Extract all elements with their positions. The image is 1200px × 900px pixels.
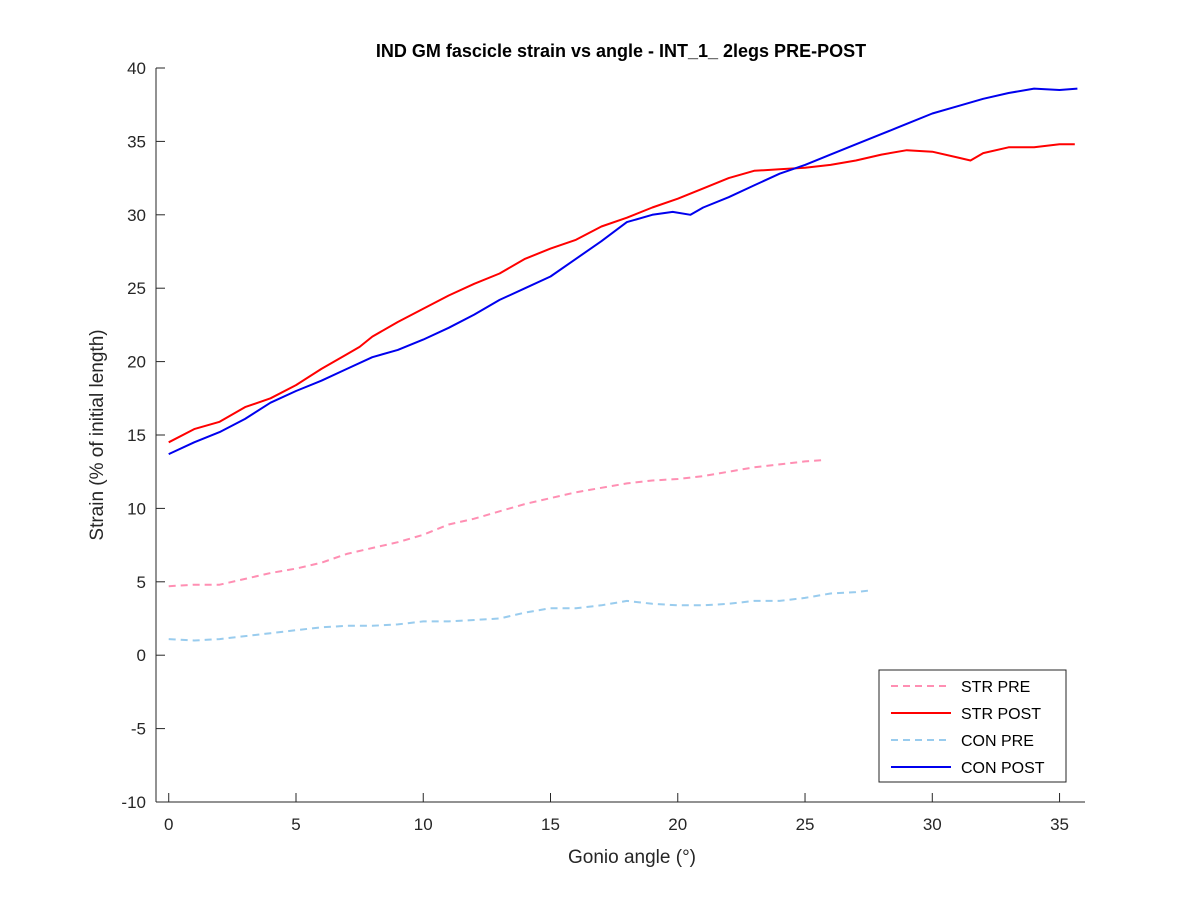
- y-tick-label: 35: [127, 132, 146, 151]
- y-tick-label: 20: [127, 353, 146, 372]
- y-tick-label: 40: [127, 59, 146, 78]
- legend-box: [878, 669, 1067, 783]
- legend-label: STR PRE: [961, 679, 1030, 696]
- plot-area: 0 5 10 15 20 25 30 35 -10 -5 0 5 10 15 20 25 30 35 40: [121, 59, 1085, 834]
- y-tick-label: 0: [137, 646, 146, 665]
- x-tick-label: 15: [541, 815, 560, 834]
- x-tick-label: 35: [1050, 815, 1069, 834]
- x-tick-label: 25: [796, 815, 815, 834]
- x-tick-label: 5: [291, 815, 300, 834]
- x-tick-label: 10: [414, 815, 433, 834]
- series-line-con-post: [168, 87, 1078, 456]
- y-tick-label: 15: [127, 426, 146, 445]
- chart-title: IND GM fascicle strain vs angle - INT_1_…: [376, 41, 866, 61]
- y-tick-label: 25: [127, 279, 146, 298]
- legend-label: STR POST: [961, 706, 1041, 723]
- x-tick-label: 0: [164, 815, 173, 834]
- x-axis-label: Gonio angle (°): [568, 847, 696, 868]
- y-axis-label: Strain (% of initial length): [87, 329, 108, 540]
- y-tick-label: -10: [121, 793, 146, 812]
- y-tick-label: 30: [127, 206, 146, 225]
- y-tick-label: -5: [131, 720, 146, 739]
- series-line-str-post: [168, 143, 1075, 444]
- y-tick-label: 5: [137, 573, 146, 592]
- legend-label: CON POST: [961, 760, 1045, 777]
- y-tick-label: 10: [127, 499, 146, 518]
- legend: STR PRE STR POST CON PRE CON POST: [878, 669, 1067, 783]
- x-tick-label: 30: [923, 815, 942, 834]
- series-line-str-pre: [168, 459, 826, 588]
- legend-label: CON PRE: [961, 733, 1034, 750]
- x-tick-label: 20: [668, 815, 687, 834]
